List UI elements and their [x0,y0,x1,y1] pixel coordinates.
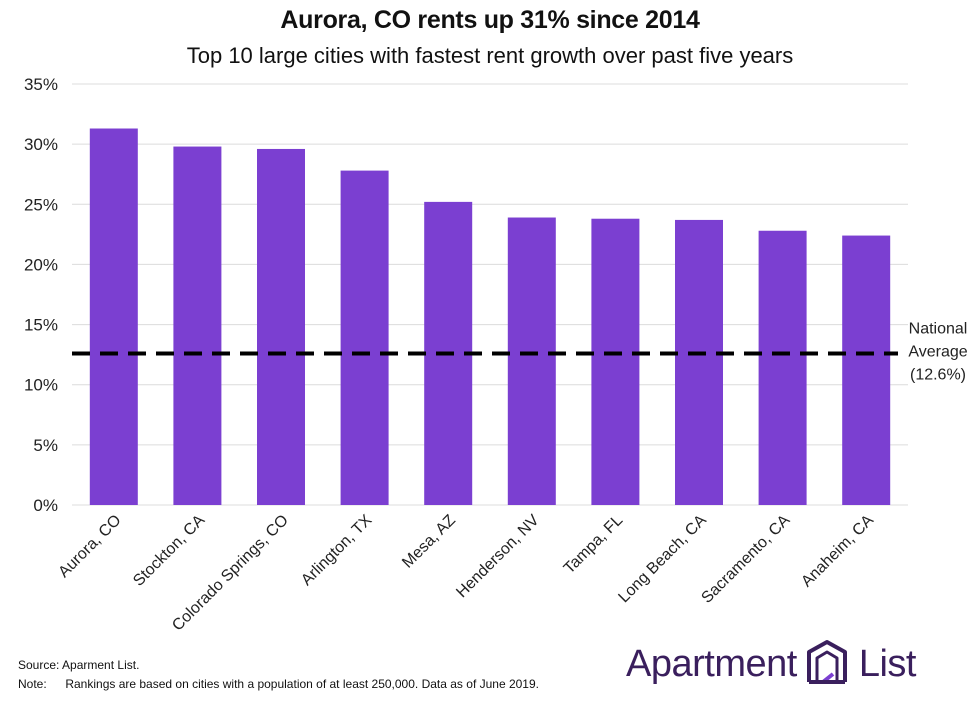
bar [842,235,891,505]
source-label: Source: [18,658,60,672]
bar [340,170,389,505]
bar [758,230,807,505]
footer-note: Note: Rankings are based on cities with … [18,677,539,691]
x-tick-label: Stockton, CA [130,512,208,590]
y-axis-ticks: 0% 5% 10% 15% 20% 25% 30% 35% [24,75,58,515]
chart-title: Aurora, CO rents up 31% since 2014 [280,6,700,34]
footer-source: Source: Aparment List. [18,658,139,672]
x-tick-label: Tampa, FL [561,512,627,578]
logo-word-list: List [858,642,917,685]
bar [675,219,723,505]
y-tick-label: 20% [24,255,58,274]
national-average-label: National [909,320,968,337]
apartment-list-building-icon [805,638,851,691]
x-tick-label: Aurora, CO [55,512,124,581]
x-tick-label: Long Beach, CA [615,512,710,607]
national-average-label: Average [908,343,967,360]
note-label: Note: [18,677,47,691]
bars [89,128,891,505]
x-tick-label: Sacramento, CA [698,512,793,607]
bar [89,128,138,505]
bar [591,218,640,505]
bar-chart: 0% 5% 10% 15% 20% 25% 30% 35% Aurora, CO Stockto… [24,75,968,635]
y-tick-label: 30% [24,135,58,154]
x-tick-label: Anaheim, CA [798,512,877,591]
y-tick-label: 35% [24,75,58,94]
apartment-list-logo: Apartment List [626,636,916,692]
chart-subtitle: Top 10 large cities with fastest rent gr… [186,43,794,68]
bar [507,217,556,505]
y-tick-label: 10% [24,376,58,395]
source-text: Aparment List. [62,658,140,672]
national-average-reference: National Average (12.6%) [72,320,968,383]
bar [257,148,305,505]
y-tick-label: 15% [24,316,58,335]
x-tick-label: Arlington, TX [298,512,375,589]
national-average-label: (12.6%) [910,366,966,383]
y-tick-label: 0% [33,496,58,515]
y-tick-label: 25% [24,195,58,214]
logo-word-apartment: Apartment [626,642,797,685]
bar [173,146,222,505]
note-text: Rankings are based on cities with a popu… [65,677,539,691]
x-tick-label: Henderson, NV [453,512,543,602]
x-tick-label: Mesa, AZ [399,512,459,572]
y-tick-label: 5% [33,436,58,455]
